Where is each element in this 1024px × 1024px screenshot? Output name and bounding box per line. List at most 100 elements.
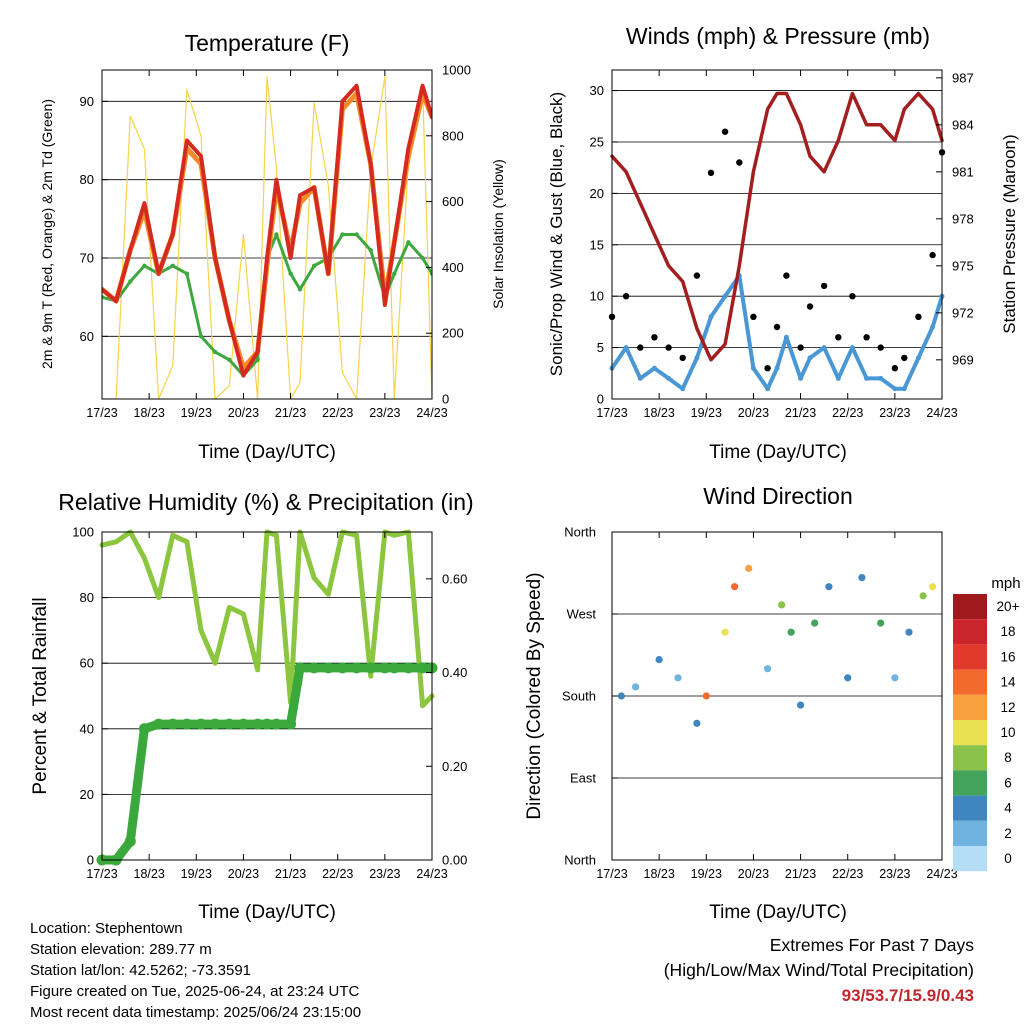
recent-timestamp: Most recent data timestamp: 2025/06/24 2… bbox=[30, 1004, 362, 1021]
precipitation-point bbox=[167, 718, 179, 730]
dewpoint-point bbox=[198, 334, 204, 339]
gust-point bbox=[915, 313, 922, 320]
wind-line bbox=[610, 273, 944, 391]
x-tick-label: 24/23 bbox=[416, 867, 447, 881]
direction-point bbox=[905, 628, 913, 636]
precipitation-point bbox=[417, 662, 429, 674]
gust-point bbox=[665, 344, 672, 351]
gust-point bbox=[764, 365, 771, 372]
colorbar-unit-label: mph bbox=[991, 575, 1020, 592]
precipitation-point bbox=[365, 662, 377, 674]
precipitation-point bbox=[294, 662, 306, 674]
dewpoint-point bbox=[102, 295, 105, 300]
y-right-tick-label: 987 bbox=[952, 70, 974, 85]
wind-point bbox=[901, 386, 907, 392]
solar-insolation-line bbox=[102, 75, 432, 399]
gust-point bbox=[820, 282, 828, 290]
y-tick-label: 70 bbox=[80, 251, 94, 266]
y-tick-label: 80 bbox=[80, 172, 94, 187]
wind-point bbox=[694, 355, 700, 361]
dewpoint-point bbox=[227, 357, 232, 362]
wind-point bbox=[915, 355, 921, 361]
extremes-box: Extremes For Past 7 Days (High/Low/Max W… bbox=[664, 933, 974, 1008]
direction-point bbox=[797, 701, 805, 709]
x-tick-label: 18/23 bbox=[644, 867, 675, 881]
x-tick-label: 17/23 bbox=[596, 406, 627, 420]
direction-point bbox=[787, 628, 795, 636]
y-tick-label: 60 bbox=[80, 656, 94, 671]
temperature-title: Temperature (F) bbox=[185, 30, 350, 56]
gust-point bbox=[929, 251, 936, 259]
dewpoint-point bbox=[429, 271, 432, 276]
colorbar-swatch bbox=[953, 795, 987, 821]
x-tick-label: 23/23 bbox=[369, 406, 400, 420]
y-right-tick-label: 0.60 bbox=[442, 571, 467, 586]
y-right-tick-label: 0.20 bbox=[442, 759, 467, 774]
direction-point bbox=[858, 574, 866, 582]
dewpoint-point bbox=[128, 279, 133, 284]
precipitation-point bbox=[124, 835, 136, 847]
x-tick-label: 20/23 bbox=[228, 406, 259, 420]
colorbar-swatch bbox=[953, 745, 987, 771]
direction-point bbox=[674, 674, 682, 682]
colorbar-swatch bbox=[953, 694, 987, 720]
wind-point bbox=[849, 345, 855, 351]
gust-point bbox=[651, 334, 658, 341]
y-right-tick-label: 400 bbox=[442, 260, 464, 275]
x-tick-label: 20/23 bbox=[738, 406, 769, 420]
dewpoint-point bbox=[288, 271, 293, 276]
gust-point bbox=[637, 344, 644, 351]
x-tick-label: 23/23 bbox=[879, 406, 910, 420]
precipitation-point bbox=[336, 662, 348, 674]
gust-point bbox=[679, 354, 686, 362]
direction-point bbox=[891, 674, 899, 682]
colorbar-swatch bbox=[953, 846, 987, 872]
x-tick-label: 18/23 bbox=[134, 406, 165, 420]
colorbar-label: 20+ bbox=[997, 599, 1020, 614]
y-tick-label: 10 bbox=[590, 289, 604, 304]
x-tick-label: 22/23 bbox=[322, 867, 353, 881]
gust-point bbox=[622, 293, 630, 300]
temp-2m-line bbox=[102, 83, 432, 378]
gust-point bbox=[721, 128, 729, 135]
dewpoint-point bbox=[368, 248, 373, 253]
x-tick-label: 22/23 bbox=[322, 406, 353, 420]
y-right-tick-label: 981 bbox=[952, 164, 974, 179]
dewpoint-point bbox=[354, 232, 359, 237]
y-right-tick-label: 972 bbox=[952, 305, 974, 320]
gust-point bbox=[707, 169, 715, 176]
precipitation-point bbox=[252, 718, 264, 730]
humidity-plot-frame bbox=[101, 531, 433, 861]
station-location: Location: Stephentown bbox=[30, 920, 183, 937]
direction-point bbox=[721, 628, 729, 636]
direction-point bbox=[731, 583, 739, 591]
dewpoint-point bbox=[142, 263, 147, 268]
precipitation-point bbox=[402, 662, 414, 674]
x-tick-label: 22/23 bbox=[832, 406, 863, 420]
colorbar-swatch bbox=[953, 770, 987, 796]
pressure-line bbox=[610, 91, 944, 362]
y-right-tick-label: 984 bbox=[952, 117, 974, 132]
precipitation-point bbox=[153, 718, 165, 730]
dewpoint-point bbox=[170, 263, 175, 268]
direction-point bbox=[655, 656, 663, 664]
y-tick-label: 100 bbox=[72, 525, 94, 540]
x-tick-label: 18/23 bbox=[644, 406, 675, 420]
precipitation-point bbox=[209, 718, 221, 730]
precipitation-point bbox=[223, 718, 235, 730]
x-tick-label: 24/23 bbox=[926, 406, 957, 420]
x-tick-label: 23/23 bbox=[879, 867, 910, 881]
direction-tick-label: North bbox=[564, 525, 596, 540]
gust-point bbox=[806, 303, 814, 310]
gust-point bbox=[849, 293, 856, 300]
colorbar-swatch bbox=[953, 669, 987, 695]
precipitation-point bbox=[285, 718, 297, 730]
y-tick-label: 20 bbox=[590, 186, 604, 201]
precipitation-point bbox=[270, 718, 282, 730]
station-latlon: Station lat/lon: 42.5262; -73.3591 bbox=[30, 962, 252, 979]
x-tick-label: 19/23 bbox=[691, 867, 722, 881]
temperature-panel: Temperature (F) 60 70 80 90 0 200 400 600 800 100… bbox=[39, 30, 506, 463]
y-right-tick-label: 600 bbox=[442, 194, 464, 209]
y-tick-label: 25 bbox=[590, 134, 604, 149]
colorbar-swatch bbox=[953, 720, 987, 746]
